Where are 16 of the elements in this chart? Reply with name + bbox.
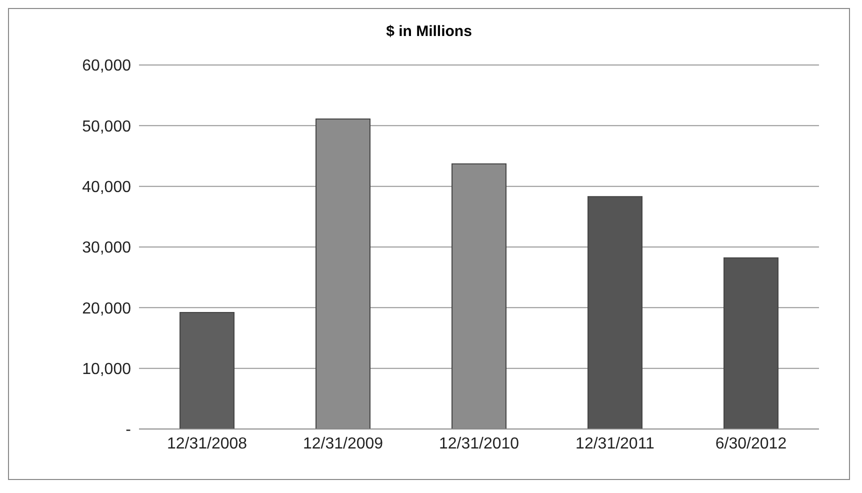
x-tick-label: 12/31/2008 [166, 435, 248, 452]
chart-title: $ in Millions [385, 22, 473, 42]
y-tick-label: 10,000 [82, 361, 132, 378]
x-tick-label: 12/31/2011 [576, 435, 655, 452]
x-tick-label: 6/30/2012 [715, 435, 787, 452]
y-tick-label: 20,000 [82, 300, 132, 318]
bar [180, 312, 234, 429]
y-tick-label: - [126, 422, 131, 439]
bar [588, 196, 642, 429]
y-tick-label: 30,000 [82, 240, 132, 257]
x-tick-label: 12/31/2009 [302, 435, 384, 452]
y-tick-label: 40,000 [82, 179, 132, 196]
bar [724, 257, 778, 429]
x-tick-label: 12/31/2010 [438, 435, 520, 452]
y-tick-label: 60,000 [82, 58, 132, 75]
y-tick-label: 50,000 [82, 118, 132, 136]
